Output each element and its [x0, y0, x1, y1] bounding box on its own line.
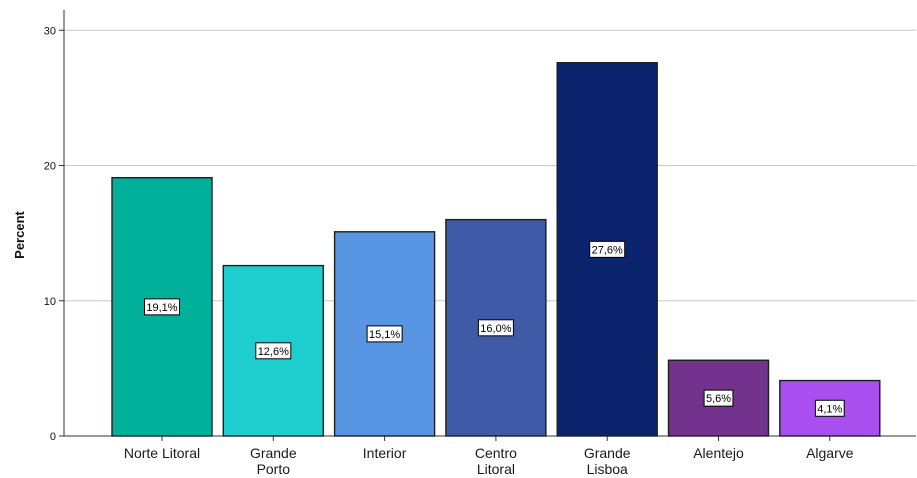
- x-tick-label: Centro Litoral: [475, 445, 517, 477]
- x-tick-label: Algarve: [806, 445, 854, 461]
- x-tick-labels: Norte Litoral Grande Porto Interior Centro Li…: [124, 445, 854, 477]
- x-tick-label: Interior: [363, 445, 407, 461]
- data-labels: 19,1% 12,6% 15,1% 16,0% 27,6% 5,6% 4,1%: [144, 240, 845, 417]
- data-label-box: [703, 389, 734, 407]
- bars: [111, 62, 881, 437]
- y-axis-label: Percent: [12, 210, 27, 258]
- data-label: 5,6%: [706, 393, 731, 405]
- data-label-box: [477, 319, 514, 337]
- y-tick-label: 30: [44, 25, 56, 37]
- data-label-box: [144, 298, 180, 316]
- data-label: 16,0%: [480, 323, 511, 335]
- data-label-box: [255, 342, 292, 360]
- x-tick-label: Grande Lisboa: [584, 445, 631, 477]
- data-label: 4,1%: [817, 403, 842, 415]
- x-tick-label: Norte Litoral: [124, 445, 200, 461]
- x-tick-label: Alentejo: [693, 445, 744, 461]
- data-label: 15,1%: [369, 329, 400, 341]
- x-tick-label: Grande Porto: [250, 445, 297, 477]
- y-tick-label: 20: [44, 161, 56, 173]
- data-label-box: [589, 240, 626, 258]
- y-tick-label: 0: [50, 431, 56, 443]
- data-label: 19,1%: [146, 302, 177, 314]
- data-label-box: [814, 399, 845, 417]
- data-label: 12,6%: [258, 346, 289, 358]
- y-tick-labels: 0 10 20 30: [44, 25, 56, 443]
- data-label-box: [366, 325, 403, 343]
- data-label: 27,6%: [592, 244, 623, 256]
- y-tick-label: 10: [44, 296, 56, 308]
